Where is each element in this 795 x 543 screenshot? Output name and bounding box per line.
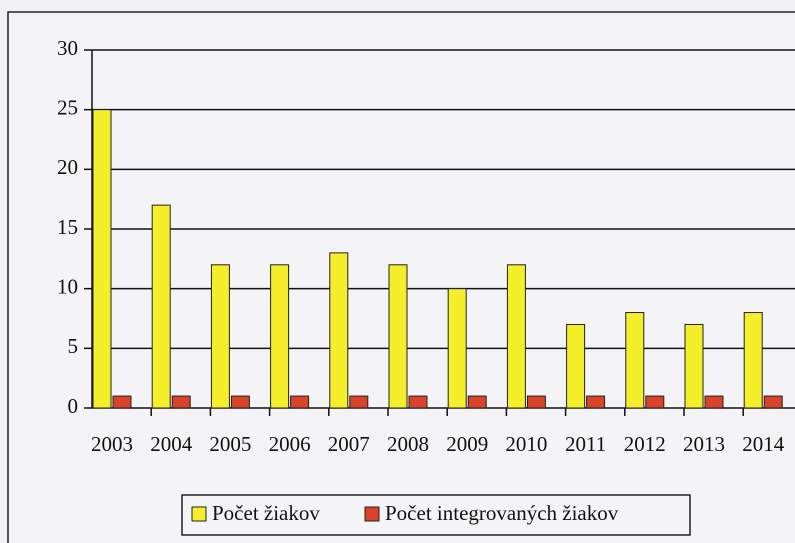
y-tick-label: 25	[57, 95, 78, 119]
bar	[171, 395, 191, 409]
bar	[763, 395, 783, 409]
x-tick-label: 2003	[91, 432, 133, 456]
bar	[112, 395, 132, 409]
bar	[566, 323, 586, 409]
legend-swatch	[364, 506, 380, 522]
bar	[349, 395, 369, 409]
x-tick-label: 2005	[209, 432, 251, 456]
legend-label: Počet žiakov	[212, 501, 320, 525]
x-tick-label: 2010	[505, 432, 547, 456]
bar	[506, 264, 526, 409]
bar	[467, 395, 487, 409]
x-tick-label: 2012	[624, 432, 666, 456]
bar	[230, 395, 250, 409]
bar	[447, 288, 467, 409]
x-tick-label: 2007	[328, 432, 370, 456]
bar	[290, 395, 310, 409]
bar	[625, 312, 645, 409]
bar	[329, 252, 349, 409]
bar	[704, 395, 724, 409]
y-tick-label: 5	[68, 334, 79, 358]
legend-box	[181, 494, 691, 536]
bar	[645, 395, 665, 409]
y-tick-label: 30	[57, 36, 78, 60]
x-tick-label: 2006	[269, 432, 311, 456]
bar	[151, 204, 171, 409]
legend-swatch	[191, 506, 207, 522]
bar	[743, 312, 763, 409]
x-tick-label: 2004	[150, 432, 193, 456]
x-tick-label: 2014	[742, 432, 785, 456]
x-tick-label: 2008	[387, 432, 429, 456]
bar	[684, 323, 704, 409]
x-tick-label: 2011	[565, 432, 606, 456]
y-tick-label: 10	[57, 274, 78, 298]
bar	[388, 264, 408, 409]
x-tick-label: 2009	[446, 432, 488, 456]
y-tick-label: 0	[68, 394, 79, 418]
bar	[92, 109, 112, 409]
bar	[270, 264, 290, 409]
bar	[210, 264, 230, 409]
x-tick-label: 2013	[683, 432, 725, 456]
legend-label: Počet integrovaných žiakov	[385, 501, 619, 525]
y-tick-label: 20	[57, 155, 78, 179]
y-tick-label: 15	[57, 215, 78, 239]
bar	[408, 395, 428, 409]
bar	[526, 395, 546, 409]
bar	[586, 395, 606, 409]
